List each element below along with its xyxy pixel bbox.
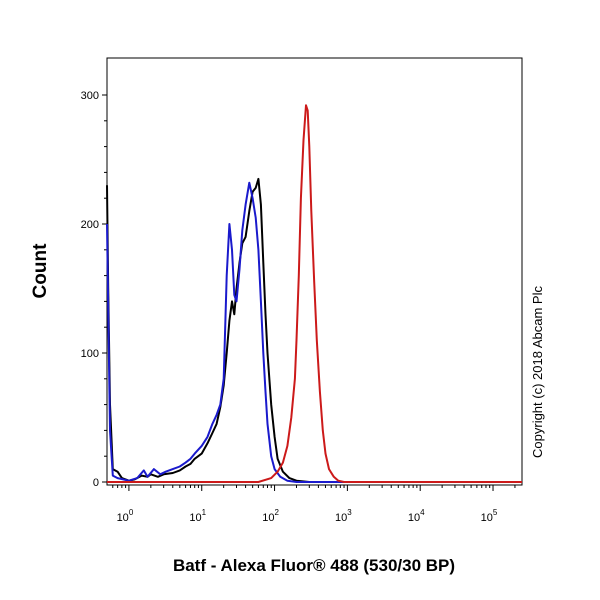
x-axis: 100 101 102 103 104 105 <box>112 485 516 524</box>
x-tick-base: 10 <box>481 512 493 524</box>
x-tick-base: 10 <box>408 512 420 524</box>
x-tick-base: 10 <box>262 512 274 524</box>
x-tick-base: 10 <box>189 512 201 524</box>
y-axis-title: Count <box>30 243 51 299</box>
x-tick-exponent: 3 <box>347 508 352 517</box>
y-tick-label: 300 <box>81 90 99 102</box>
x-tick-exponent: 0 <box>129 508 134 517</box>
x-tick-label: 105 <box>481 508 498 524</box>
histogram-series-1 <box>106 177 522 483</box>
x-tick-label: 101 <box>189 508 206 524</box>
copyright-text: Copyright (c) 2018 Abcam Plc <box>530 286 545 458</box>
x-tick-exponent: 1 <box>202 508 207 517</box>
y-tick-label: 0 <box>93 477 99 489</box>
y-tick-label: 100 <box>81 348 99 360</box>
x-tick-exponent: 5 <box>493 508 498 517</box>
y-axis: 0 100 200 300 <box>81 90 107 489</box>
x-tick-exponent: 2 <box>274 508 279 517</box>
x-tick-label: 104 <box>408 508 425 524</box>
histogram-series-2 <box>106 181 522 483</box>
x-tick-label: 103 <box>335 508 352 524</box>
x-tick-base: 10 <box>335 512 347 524</box>
histogram-series-3 <box>107 104 522 483</box>
y-tick-label: 200 <box>81 219 99 231</box>
x-tick-label: 102 <box>262 508 279 524</box>
series-layer <box>106 104 522 483</box>
x-axis-title: Batf - Alexa Fluor® 488 (530/30 BP) <box>173 556 455 575</box>
x-tick-base: 10 <box>117 512 129 524</box>
x-tick-label: 100 <box>117 508 134 524</box>
x-tick-exponent: 4 <box>420 508 425 517</box>
